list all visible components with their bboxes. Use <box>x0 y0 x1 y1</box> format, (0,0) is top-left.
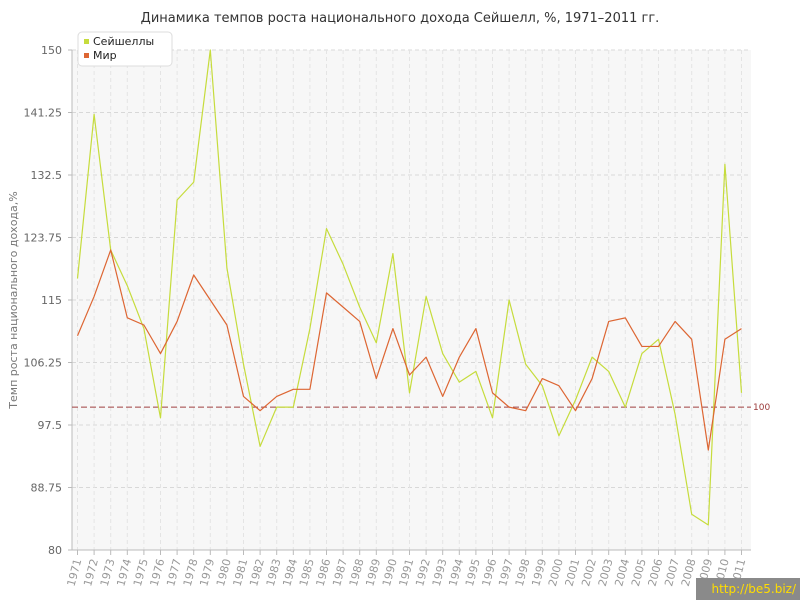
legend-box <box>77 31 173 67</box>
y-tick-label: 97.5 <box>38 419 63 432</box>
y-tick-label: 115 <box>41 294 62 307</box>
legend-swatch <box>84 53 89 58</box>
legend-swatch <box>84 39 89 44</box>
legend-label: Сейшеллы <box>93 35 154 48</box>
chart-title: Динамика темпов роста национального дохо… <box>141 11 660 26</box>
y-axis-ticks: 80 88.75 97.5 106.25 115 123.75 132.5 141.25 150 <box>24 44 72 557</box>
series-line-seychelles <box>76 49 743 526</box>
series-group <box>76 49 743 526</box>
reference-line-label: 100 <box>753 403 770 413</box>
y-tick-label: 80 <box>48 544 62 557</box>
y-tick-label: 132.5 <box>31 169 63 182</box>
x-axis-ticks: 1971197219731974197519761977197819791980… <box>65 550 748 588</box>
legend-label: Мир <box>93 49 117 62</box>
series-line-world <box>76 249 742 451</box>
y-tick-label: 106.25 <box>24 357 63 370</box>
reference-line-group: 100 <box>72 403 770 413</box>
y-axis-label: Темп роста национального дохода,% <box>7 191 20 409</box>
y-tick-label: 141.25 <box>24 107 63 120</box>
y-tick-label: 123.75 <box>24 232 63 245</box>
y-tick-label: 88.75 <box>31 482 63 495</box>
watermark: http://be5.biz/ <box>696 578 800 600</box>
y-tick-label: 150 <box>41 44 62 57</box>
